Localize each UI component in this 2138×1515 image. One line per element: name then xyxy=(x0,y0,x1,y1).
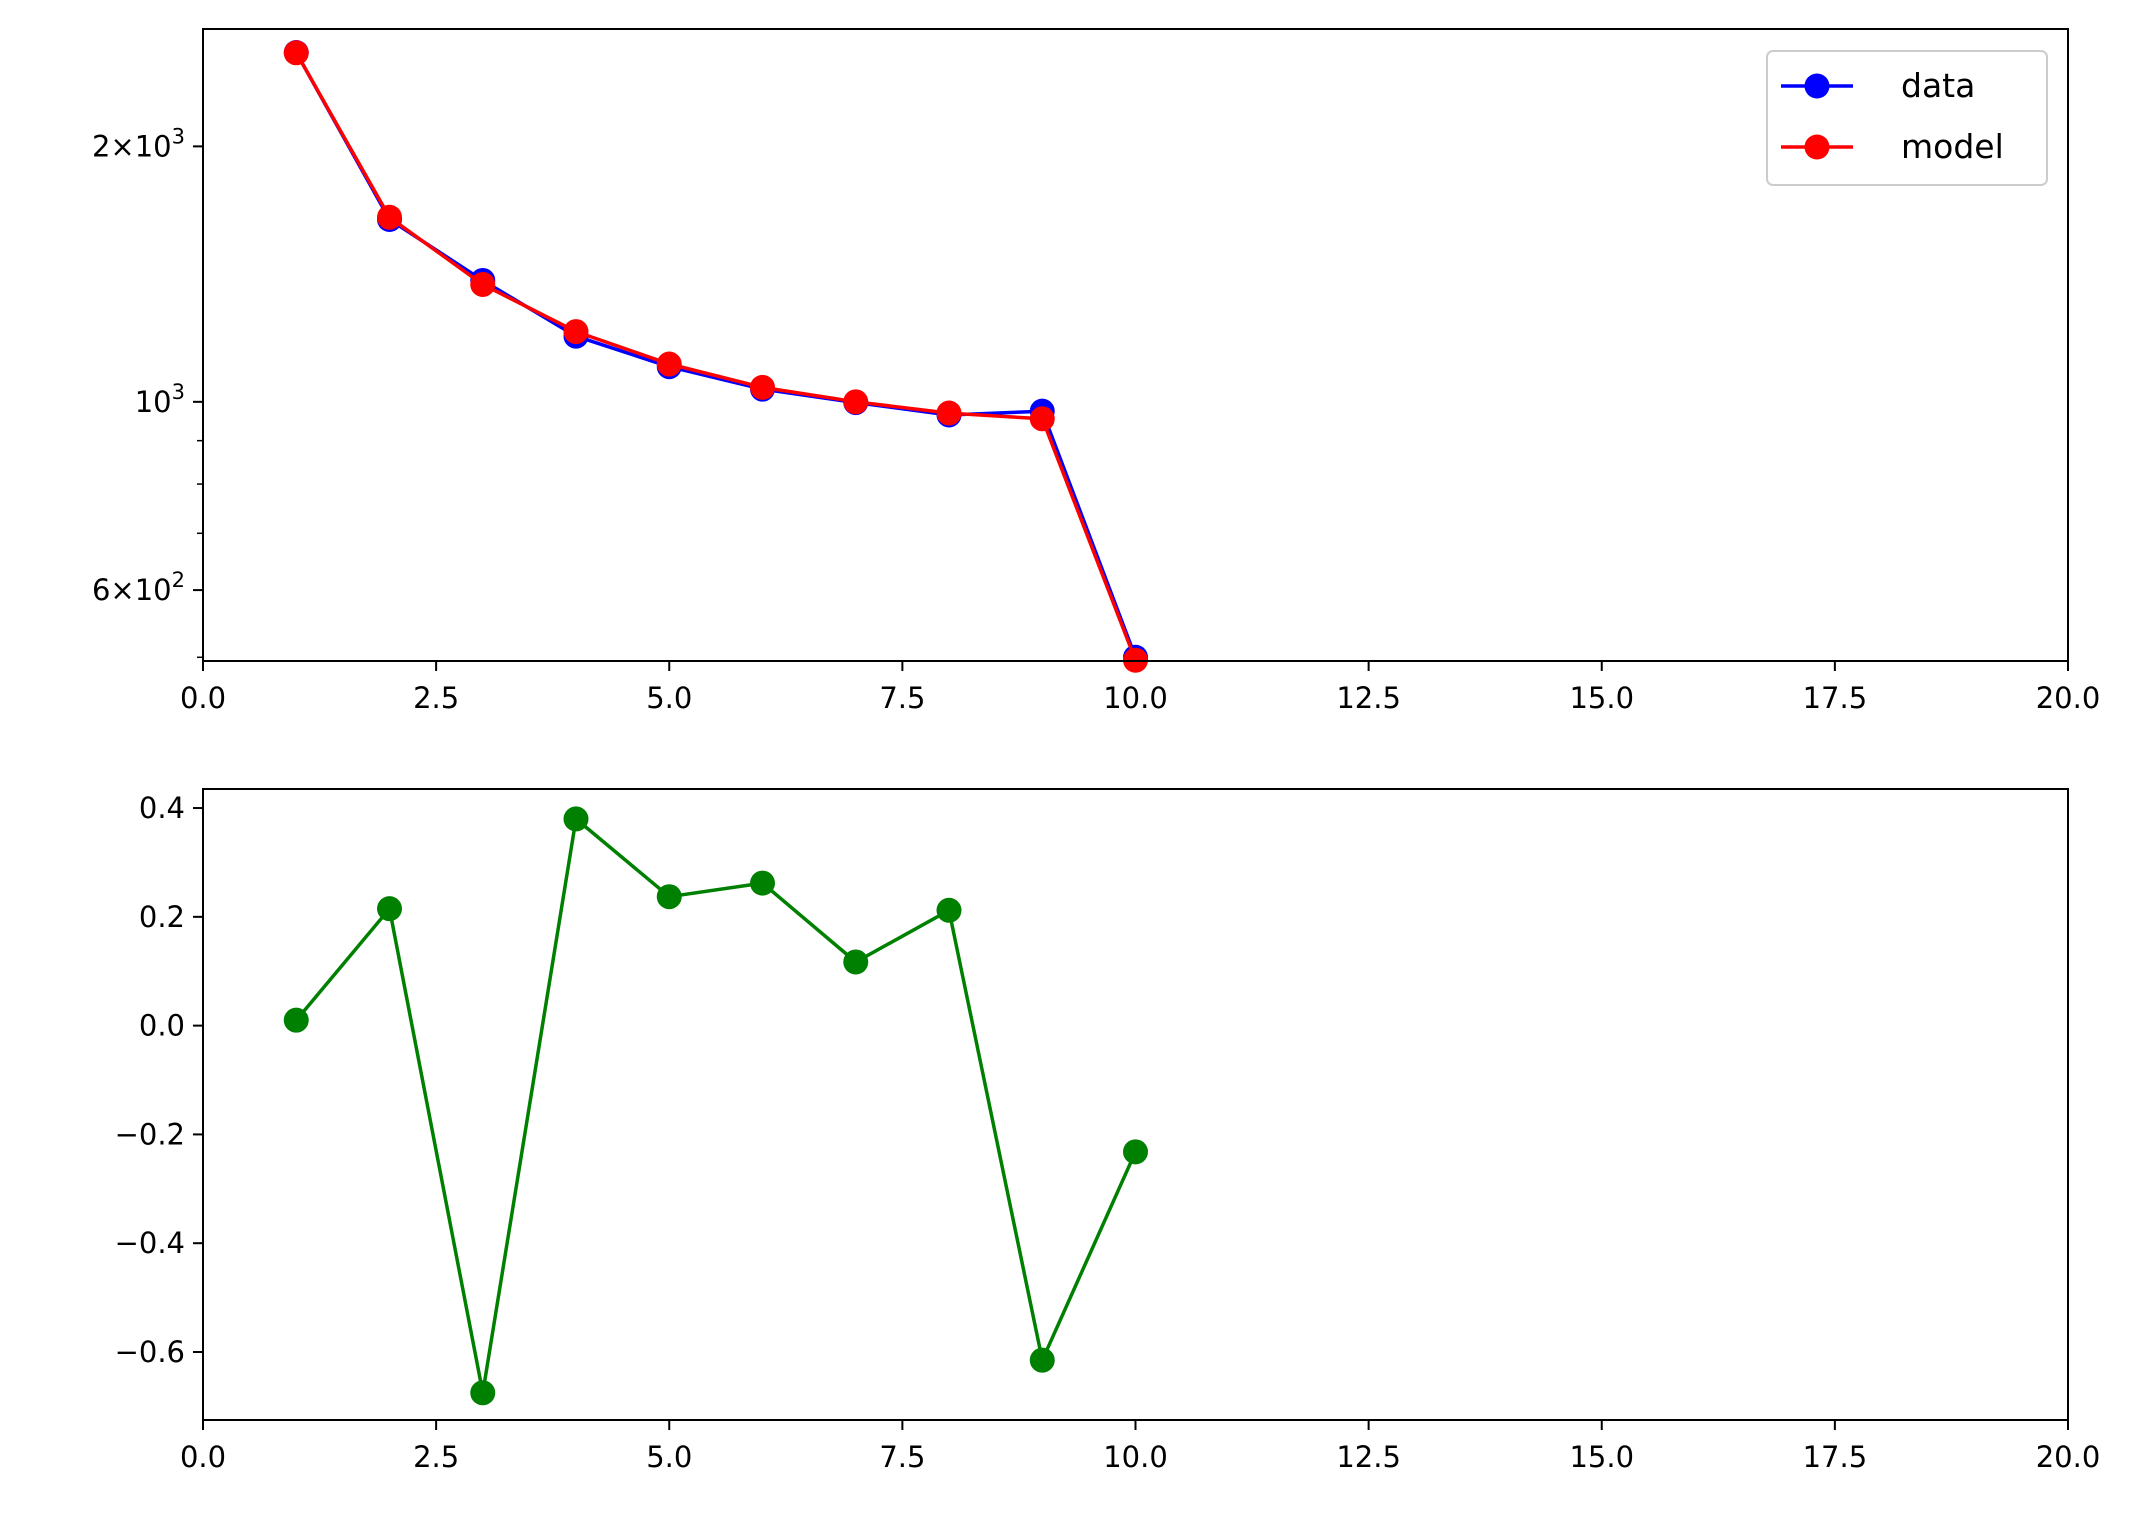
x-tick-label: 17.5 xyxy=(1803,1440,1868,1474)
legend-marker-model xyxy=(1804,134,1830,160)
data-point-series-0 xyxy=(656,884,682,910)
x-tick-label: 0.0 xyxy=(180,1440,226,1474)
y-tick-label: 103 xyxy=(135,380,185,419)
y-tick-label: 2×103 xyxy=(92,124,185,163)
x-tick-label: 5.0 xyxy=(646,681,692,715)
y-tick-label: 6×102 xyxy=(92,568,185,607)
series-line-model xyxy=(294,51,1138,661)
data-point-series-0 xyxy=(1029,1347,1055,1373)
data-point-model xyxy=(377,204,402,230)
data-point-model xyxy=(656,351,682,377)
y-tick-base: 6×10 xyxy=(92,573,172,607)
x-tick-label: 20.0 xyxy=(2036,681,2101,715)
y-tick-exponent: 3 xyxy=(172,380,185,404)
y-tick-label: 0.4 xyxy=(139,791,185,825)
legend-label-model: model xyxy=(1901,127,2004,166)
x-tick-label: 15.0 xyxy=(1569,1440,1634,1474)
x-tick-label: 17.5 xyxy=(1803,681,1868,715)
top-chart: 0.0 2.5 5.0 7.5 10.0 12.5 15.0 17.5 20.06×102103… xyxy=(92,28,2101,715)
x-tick-label: 0.0 xyxy=(180,681,226,715)
data-point-series-0 xyxy=(283,1007,309,1033)
y-tick-base: 2×10 xyxy=(92,129,172,163)
x-tick-label: 5.0 xyxy=(646,1440,692,1474)
data-point-model xyxy=(843,389,869,415)
y-tick-label: 0.0 xyxy=(139,1009,185,1043)
y-tick-exponent: 3 xyxy=(172,124,185,148)
data-point-model xyxy=(470,271,496,297)
data-point-model xyxy=(563,319,589,345)
x-tick-label: 12.5 xyxy=(1336,681,1401,715)
x-tick-label: 10.0 xyxy=(1103,1440,1168,1474)
y-tick-label: 0.2 xyxy=(139,900,185,934)
data-point-model xyxy=(1029,406,1055,432)
axes-frame xyxy=(202,788,2069,1421)
bottom-chart: 0.0 2.5 5.0 7.5 10.0 12.5 15.0 17.5 20.0 0.4 0.2 0.… xyxy=(115,788,2101,1474)
data-point-series-0 xyxy=(1123,1139,1148,1165)
y-tick-base: 10 xyxy=(135,385,172,419)
x-tick-label: 7.5 xyxy=(879,1440,925,1474)
data-point-model xyxy=(283,40,309,66)
series-line-series-0 xyxy=(294,817,1138,1395)
data-point-series-0 xyxy=(843,949,869,975)
data-point-model xyxy=(936,400,962,426)
legend-label-data: data xyxy=(1901,66,1975,105)
x-tick-label: 10.0 xyxy=(1103,681,1168,715)
x-tick-label: 2.5 xyxy=(413,1440,459,1474)
x-tick-label: 7.5 xyxy=(879,681,925,715)
x-tick-label: 12.5 xyxy=(1336,1440,1401,1474)
y-tick-label: −0.6 xyxy=(115,1335,185,1369)
data-point-series-0 xyxy=(563,806,589,832)
x-tick-label: 15.0 xyxy=(1569,681,1634,715)
data-point-model xyxy=(750,374,775,400)
legend-marker-data xyxy=(1804,73,1830,99)
x-tick-label: 20.0 xyxy=(2036,1440,2101,1474)
x-tick-label: 2.5 xyxy=(413,681,459,715)
axes-frame xyxy=(202,28,2069,662)
y-tick-exponent: 2 xyxy=(172,568,185,592)
data-point-series-0 xyxy=(470,1380,496,1406)
data-point-series-0 xyxy=(377,896,402,922)
y-tick-label: −0.4 xyxy=(115,1226,185,1260)
data-point-series-0 xyxy=(936,897,962,923)
data-point-series-0 xyxy=(750,870,775,896)
y-tick-label: −0.2 xyxy=(115,1117,185,1151)
